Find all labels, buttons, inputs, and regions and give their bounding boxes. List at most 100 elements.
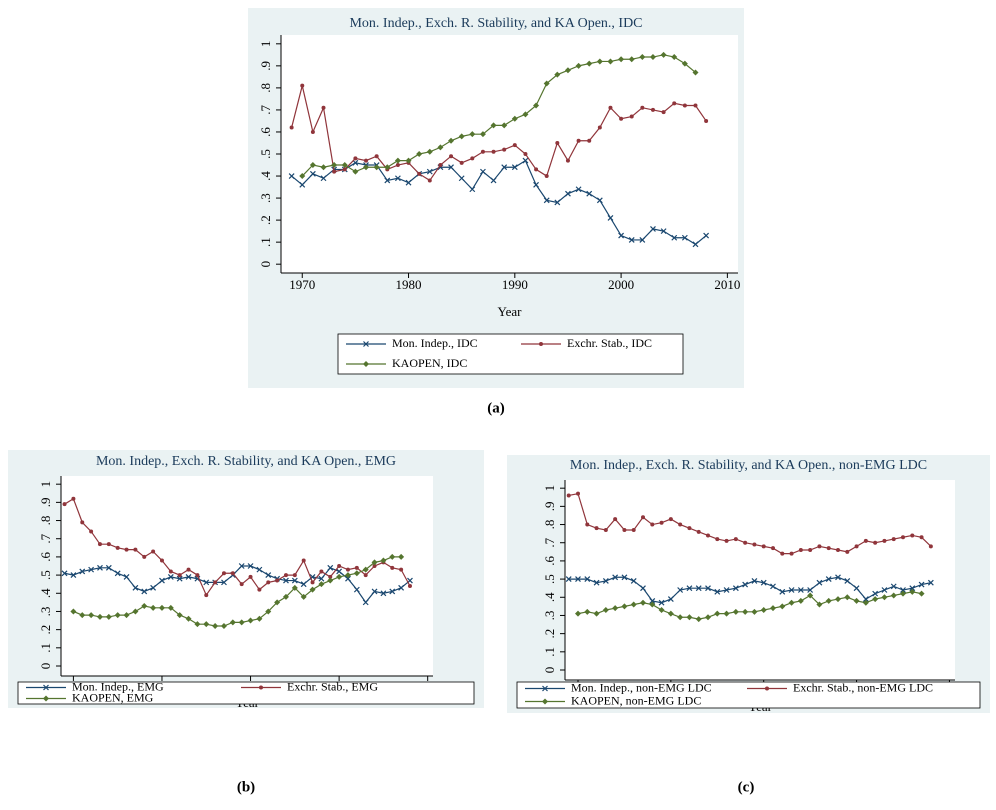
marker xyxy=(714,610,721,617)
marker xyxy=(853,585,860,592)
series-line xyxy=(291,85,707,182)
marker xyxy=(372,564,377,568)
marker xyxy=(826,546,831,551)
x-tick-label: 2000 xyxy=(608,277,634,292)
series-line xyxy=(64,565,411,604)
marker xyxy=(353,156,358,161)
marker xyxy=(704,118,709,123)
marker xyxy=(760,579,767,586)
marker xyxy=(105,613,112,620)
marker xyxy=(353,586,360,593)
series-line xyxy=(568,576,931,604)
panel: Mon. Indep., Exch. R. Stability, and KA … xyxy=(248,8,744,416)
y-tick-label: .4 xyxy=(258,171,273,181)
marker xyxy=(405,157,412,164)
marker xyxy=(836,548,840,552)
marker xyxy=(584,576,591,583)
marker xyxy=(565,158,570,163)
marker xyxy=(398,584,405,591)
marker xyxy=(389,553,396,560)
marker xyxy=(480,168,486,175)
marker xyxy=(808,548,813,552)
marker xyxy=(630,577,637,584)
legend-marker xyxy=(43,684,49,691)
marker xyxy=(844,577,851,584)
marker xyxy=(344,572,351,579)
marker xyxy=(132,608,139,615)
marker xyxy=(470,156,475,161)
legend-label: Mon. Indep., IDC xyxy=(392,336,478,350)
marker xyxy=(918,590,925,597)
chart-title: Mon. Indep., Exch. R. Stability, and KA … xyxy=(349,16,642,31)
marker xyxy=(300,593,307,600)
y-tick-label: .3 xyxy=(542,611,557,621)
marker xyxy=(511,164,518,171)
marker xyxy=(212,623,219,629)
marker xyxy=(320,164,327,171)
marker xyxy=(798,548,803,552)
marker xyxy=(291,577,298,584)
marker xyxy=(177,573,182,578)
marker xyxy=(79,568,86,575)
marker xyxy=(80,520,85,525)
marker xyxy=(622,528,627,532)
marker xyxy=(238,563,245,569)
marker xyxy=(543,80,550,87)
marker xyxy=(480,149,485,154)
marker xyxy=(649,54,656,61)
marker xyxy=(320,175,327,182)
marker xyxy=(909,585,916,592)
marker xyxy=(96,613,103,620)
marker xyxy=(159,558,164,563)
marker xyxy=(575,186,582,193)
marker xyxy=(512,143,517,148)
marker xyxy=(292,573,297,578)
marker xyxy=(660,228,667,235)
marker xyxy=(667,610,674,617)
marker xyxy=(502,147,507,152)
series-line xyxy=(64,497,411,597)
marker xyxy=(394,175,401,182)
marker xyxy=(788,599,795,606)
marker xyxy=(788,587,795,593)
marker xyxy=(835,596,841,603)
legend-marker xyxy=(542,698,548,705)
marker xyxy=(844,594,851,601)
y-tick-label: .3 xyxy=(38,607,53,617)
marker xyxy=(715,537,720,542)
marker xyxy=(845,549,850,554)
marker xyxy=(891,537,896,542)
marker xyxy=(797,587,804,593)
marker xyxy=(79,612,86,619)
marker xyxy=(194,621,201,628)
marker xyxy=(602,607,609,613)
marker xyxy=(639,54,646,61)
marker xyxy=(687,526,692,531)
marker xyxy=(751,608,758,615)
y-tick-label: .4 xyxy=(38,588,53,598)
marker xyxy=(882,538,887,543)
marker xyxy=(256,615,263,622)
marker xyxy=(309,162,316,169)
marker xyxy=(677,614,684,621)
marker xyxy=(714,588,721,595)
legend-label: KAOPEN, IDC xyxy=(392,356,467,370)
marker xyxy=(221,579,227,586)
marker xyxy=(176,612,183,619)
marker xyxy=(151,549,156,554)
y-tick-label: .5 xyxy=(542,574,557,584)
y-tick-label: .2 xyxy=(542,629,557,639)
marker xyxy=(257,587,262,592)
marker xyxy=(660,51,667,58)
marker xyxy=(881,594,888,601)
y-tick-label: .1 xyxy=(38,643,53,653)
marker xyxy=(97,542,102,547)
marker xyxy=(299,173,306,180)
marker xyxy=(395,163,400,168)
marker xyxy=(373,164,380,171)
marker xyxy=(318,575,325,582)
marker xyxy=(437,144,444,151)
marker xyxy=(256,566,263,573)
marker xyxy=(566,493,571,498)
